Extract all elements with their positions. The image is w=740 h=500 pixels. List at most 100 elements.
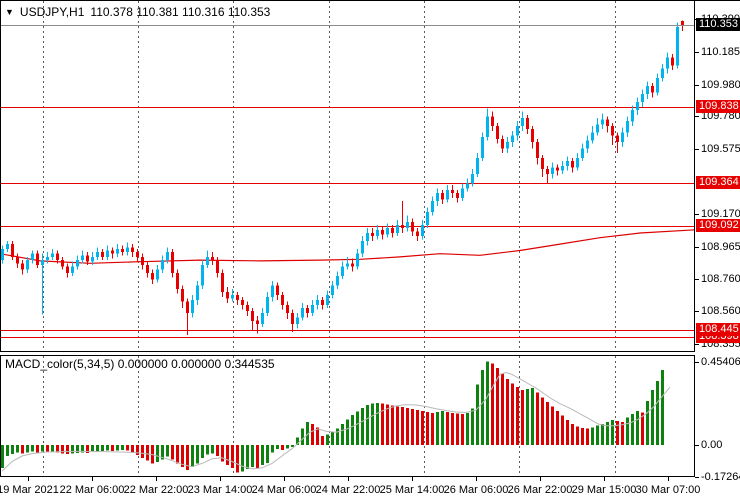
candle-down: [101, 252, 104, 257]
macd-bar: [86, 445, 89, 453]
time-tick-label: 24 Mar 22:00: [315, 484, 381, 496]
candle-up: [261, 312, 264, 324]
symbol-dropdown-icon[interactable]: ▼: [5, 7, 14, 17]
candle-down: [546, 169, 549, 174]
macd-bar: [341, 423, 344, 445]
candle-down: [186, 301, 189, 313]
candle-down: [21, 263, 24, 270]
candle-up: [206, 256, 209, 265]
macd-bar: [211, 445, 214, 454]
candle-down: [491, 116, 494, 127]
macd-bar: [266, 445, 269, 463]
candle-down: [456, 193, 459, 198]
candle-down: [541, 157, 544, 170]
macd-bar: [656, 380, 659, 445]
macd-bar: [411, 409, 414, 445]
candle-up: [326, 295, 329, 305]
candle-up: [366, 233, 369, 241]
time-tick-label: 26 Mar 06:00: [443, 484, 509, 496]
macd-bar: [601, 423, 604, 445]
candle-up: [31, 253, 34, 261]
macd-bar: [21, 445, 24, 454]
macd-bar: [661, 369, 664, 445]
macd-bar: [321, 435, 324, 445]
candle-up: [271, 285, 274, 297]
candle-up: [561, 165, 564, 171]
macd-bar: [356, 411, 359, 445]
candle-up: [311, 304, 314, 313]
candle-up: [71, 266, 74, 273]
candle-up: [511, 135, 514, 142]
macd-bar: [476, 384, 479, 445]
macd-bar: [31, 445, 34, 452]
macd-bar: [236, 445, 239, 473]
macd-bar: [231, 445, 234, 468]
indicator-tick-label: 0.00: [701, 439, 723, 451]
candle-down: [351, 263, 354, 267]
macd-bar: [201, 445, 204, 459]
main-panel-border: [0, 0, 695, 352]
macd-bar: [116, 445, 119, 451]
candle-up: [666, 57, 669, 69]
candle-down: [411, 221, 414, 232]
time-tick-label: 30 Mar 07:00: [635, 484, 701, 496]
macd-bar: [141, 445, 144, 458]
macd-bar: [191, 445, 194, 467]
candle-down: [286, 304, 289, 313]
moving-average-line: [0, 229, 696, 264]
candle-down: [221, 272, 224, 293]
macd-bar: [276, 445, 279, 449]
candle-up: [656, 78, 659, 93]
candle-down: [136, 252, 139, 257]
macd-bar: [596, 425, 599, 445]
candle-up: [81, 255, 84, 261]
candle-down: [251, 311, 254, 321]
macd-bar: [571, 423, 574, 445]
macd-signal-line: [1, 371, 671, 472]
macd-bar: [431, 412, 434, 445]
macd-bar: [66, 445, 69, 455]
candle-up: [1, 248, 4, 261]
candle-up: [336, 276, 339, 286]
macd-bar: [36, 445, 39, 453]
time-tick-label: 22 Mar 06:00: [59, 484, 125, 496]
candle-up: [471, 173, 474, 184]
price-tick-label: 108.560: [701, 305, 740, 317]
macd-bar: [516, 387, 519, 445]
macd-bar: [126, 445, 129, 451]
macd-bar: [576, 426, 579, 445]
candle-down: [606, 119, 609, 126]
macd-bar: [386, 404, 389, 445]
candle-up: [346, 263, 349, 267]
candle-up: [646, 86, 649, 95]
candle-up: [476, 157, 479, 174]
macd-bar: [486, 361, 489, 445]
macd-bar: [196, 445, 199, 464]
macd-bar: [286, 445, 289, 449]
candle-up: [461, 188, 464, 198]
candle-up: [426, 212, 429, 225]
candle-down: [556, 167, 559, 171]
macd-bar: [611, 420, 614, 445]
macd-bar: [71, 445, 74, 454]
indicator-tick-label: -0.172647: [701, 471, 740, 483]
macd-bar: [226, 445, 229, 466]
macd-bar: [131, 445, 134, 453]
macd-bar: [556, 411, 559, 445]
macd-bar: [376, 402, 379, 445]
candle-down: [416, 231, 419, 237]
indicator-values: 0.000000 0.000000 0.344535: [117, 357, 275, 371]
macd-bar: [551, 406, 554, 445]
macd-bar: [466, 413, 469, 445]
candle-up: [636, 102, 639, 111]
candle-up: [316, 300, 319, 305]
candle-up: [621, 132, 624, 142]
price-tick-label: 109.780: [701, 110, 740, 122]
candle-down: [281, 295, 284, 305]
macd-bar: [111, 445, 114, 452]
level-price-badge: 108.445: [696, 323, 740, 336]
candle-up: [46, 256, 49, 261]
macd-bar: [176, 445, 179, 464]
